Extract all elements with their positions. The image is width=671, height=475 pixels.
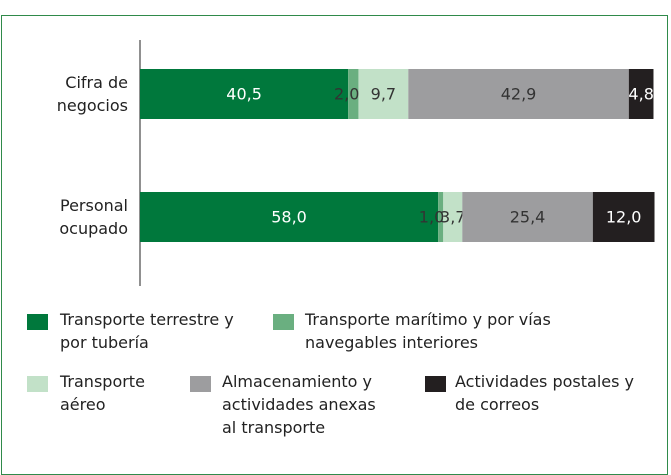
category-label: Personal ocupado: [59, 196, 128, 238]
bar-segment: [348, 69, 359, 119]
category-label: Cifra de negocios: [56, 73, 128, 115]
bar-segment: [443, 192, 463, 242]
legend-swatch: [190, 376, 211, 392]
bar-segment: [358, 69, 409, 119]
bar-segment: [140, 69, 349, 119]
value-label: 12,0: [606, 208, 642, 227]
value-label: 40,5: [226, 85, 262, 104]
bar-segment: [462, 192, 593, 242]
bar-segment: [628, 69, 654, 119]
bar-segment: [408, 69, 629, 119]
legend-label: Almacenamiento y actividades anexas al t…: [222, 372, 376, 437]
value-label: 4,8: [628, 85, 653, 104]
legend-label: Transporte terrestre y por tubería: [60, 310, 234, 352]
legend-swatch: [425, 376, 446, 392]
legend-label: Transporte marítimo y por vías navegable…: [305, 310, 551, 352]
value-label: 25,4: [510, 208, 546, 227]
value-label: 58,0: [271, 208, 307, 227]
value-label: 9,7: [371, 85, 396, 104]
value-label: 3,7: [440, 208, 465, 227]
value-label: 1,0: [419, 208, 444, 227]
value-label: 42,9: [501, 85, 537, 104]
legend-label: Transporte aéreo: [60, 372, 145, 414]
bar-segment: [140, 192, 439, 242]
legend-swatch: [27, 314, 48, 330]
bar-segment: [438, 192, 444, 242]
value-label: 2,0: [334, 85, 359, 104]
page: {"chart_data": {"type": "stacked-bar-hor…: [1, 15, 668, 475]
chart: 40,5 2,0 9,7 42,9 4,8 58,0 1,03,7 25,4 12,0: [139, 40, 655, 286]
legend-label: Actividades postales y de correos: [455, 372, 635, 414]
legend-swatch: [273, 314, 294, 330]
legend-swatch: [27, 376, 48, 392]
bar-segment: [592, 192, 655, 242]
